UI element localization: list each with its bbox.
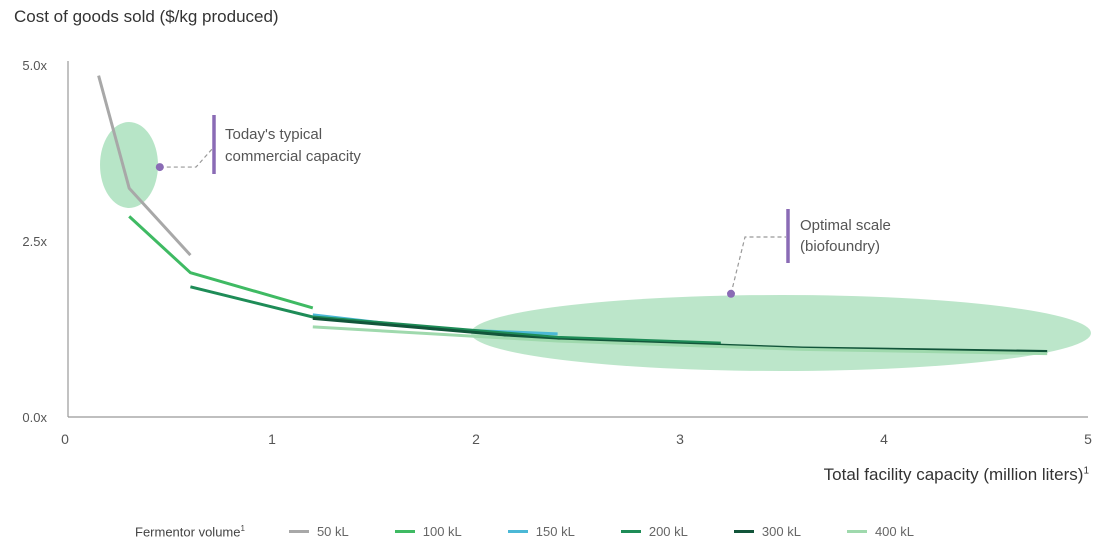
annotations: Today's typical commercial capacity Optima…	[155, 115, 891, 298]
legend-label: 300 kL	[761, 524, 801, 540]
x-axis-title-footnote: 1	[1083, 465, 1089, 477]
legend-label: 150 kL	[535, 524, 575, 540]
legend-item: 150 kL	[507, 524, 575, 540]
annotation-leader-line	[159, 147, 214, 168]
x-tick-label: 2	[472, 431, 480, 447]
annotation-point	[727, 289, 735, 298]
legend-swatch	[620, 530, 641, 534]
legend: Fermentor volume1 50 kL 100 kL 150 kL 200 k…	[135, 524, 960, 539]
legend-label: 100 kL	[422, 524, 462, 540]
y-axis-title: Cost of goods sold ($/kg produced)	[14, 7, 279, 26]
legend-item: 200 kL	[620, 524, 688, 540]
legend-item: 400 kL	[846, 524, 914, 540]
legend-title-text: Fermentor volume	[135, 524, 241, 540]
x-tick-label: 0	[61, 431, 69, 447]
series-line-400-kl	[312, 325, 1048, 356]
legend-item: 300 kL	[733, 524, 801, 540]
series-line-50-kl	[97, 75, 192, 257]
legend-label: 400 kL	[874, 524, 914, 540]
x-tick-label: 1	[268, 431, 276, 447]
legend-title-footnote: 1	[240, 524, 245, 533]
series-lines	[97, 75, 1048, 356]
legend-title: Fermentor volume1	[135, 524, 245, 539]
y-tick-label: 2.5x	[22, 234, 47, 249]
highlight-commercial-capacity	[100, 122, 158, 208]
x-tick-label: 3	[676, 431, 684, 447]
y-tick-label: 0.0x	[22, 410, 47, 425]
legend-items: 50 kL 100 kL 150 kL 200 kL 300 kL 400 kL	[288, 524, 960, 540]
highlight-optimal-scale	[471, 295, 1091, 371]
legend-item: 100 kL	[394, 524, 462, 540]
series-line-100-kl	[128, 215, 314, 310]
legend-swatch	[507, 530, 528, 534]
x-tick-label: 4	[880, 431, 888, 447]
axes: 0.0x 2.5x 5.0x 0 1 2 3 4 5	[22, 58, 1092, 447]
annotation-leader-line	[730, 236, 786, 294]
annotation-text: commercial capacity	[225, 148, 361, 165]
annotation-text: Optimal scale	[800, 217, 891, 234]
y-tick-label: 5.0x	[22, 58, 47, 73]
legend-item: 50 kL	[288, 524, 349, 540]
series-line-200-kl	[190, 285, 721, 345]
annotation-point	[155, 163, 164, 172]
x-axis-title-text: Total facility capacity (million liters)	[823, 465, 1084, 484]
legend-swatch	[288, 530, 309, 534]
x-tick-label: 5	[1084, 431, 1092, 447]
x-axis-title: Total facility capacity (million liters)…	[824, 465, 1089, 485]
annotation-text: (biofoundry)	[800, 238, 880, 255]
legend-swatch	[394, 530, 415, 534]
legend-swatch	[846, 530, 867, 534]
legend-label: 200 kL	[648, 524, 688, 540]
legend-label: 50 kL	[316, 524, 349, 540]
annotation-text: Today's typical	[225, 126, 322, 143]
legend-swatch	[733, 530, 754, 534]
